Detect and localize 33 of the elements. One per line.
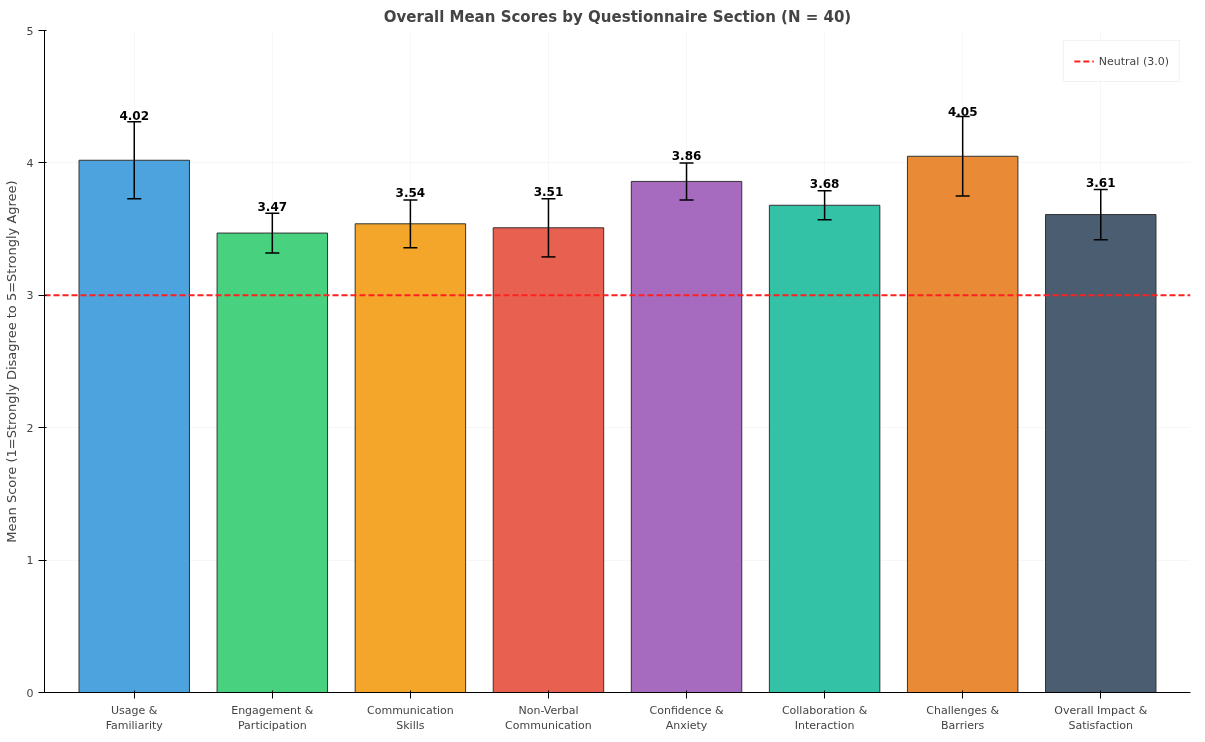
chart-title: Overall Mean Scores by Questionnaire Section (N = 40) — [383, 7, 852, 26]
y-tick-label: 3 — [26, 289, 34, 303]
x-tick-label: Usage & Familiarity — [105, 703, 164, 733]
x-tick-label: Collaboration & Interaction — [781, 703, 868, 733]
bar — [492, 227, 605, 693]
data-label: 4.05 — [947, 104, 978, 119]
x-tick-label: Overall Impact & Satisfaction — [1054, 703, 1148, 733]
bar — [906, 155, 1019, 693]
x-tick-label: Confidence & Anxiety — [649, 703, 724, 733]
bar — [1045, 214, 1157, 693]
y-tick-label: 2 — [26, 421, 34, 435]
x-tick-label: Engagement & Participation — [231, 703, 314, 733]
bar — [630, 180, 743, 693]
data-label: 3.68 — [809, 177, 840, 192]
data-label: 4.02 — [119, 108, 150, 123]
data-label: 3.54 — [395, 186, 426, 201]
y-tick-label: 0 — [26, 686, 34, 700]
x-tick-label: Communication Skills — [367, 703, 454, 733]
y-tick-label: 4 — [26, 156, 34, 170]
bar — [216, 232, 329, 693]
bar — [354, 223, 467, 693]
data-label: 3.47 — [257, 199, 288, 214]
bar — [768, 204, 881, 693]
y-axis-title: Mean Score (1=Strongly Disagree to 5=Strongly Agree) — [3, 180, 19, 543]
bar — [78, 159, 190, 693]
data-label: 3.51 — [533, 185, 564, 199]
y-tick-label: 5 — [26, 24, 34, 38]
legend-label: Neutral (3.0) — [1098, 54, 1169, 68]
y-tick-label: 1 — [26, 554, 34, 568]
x-tick-label: Non-Verbal Communication — [505, 703, 592, 733]
x-tick-label: Challenges & Barriers — [926, 703, 1000, 733]
data-label: 3.86 — [671, 149, 702, 164]
data-label: 3.61 — [1085, 175, 1116, 190]
